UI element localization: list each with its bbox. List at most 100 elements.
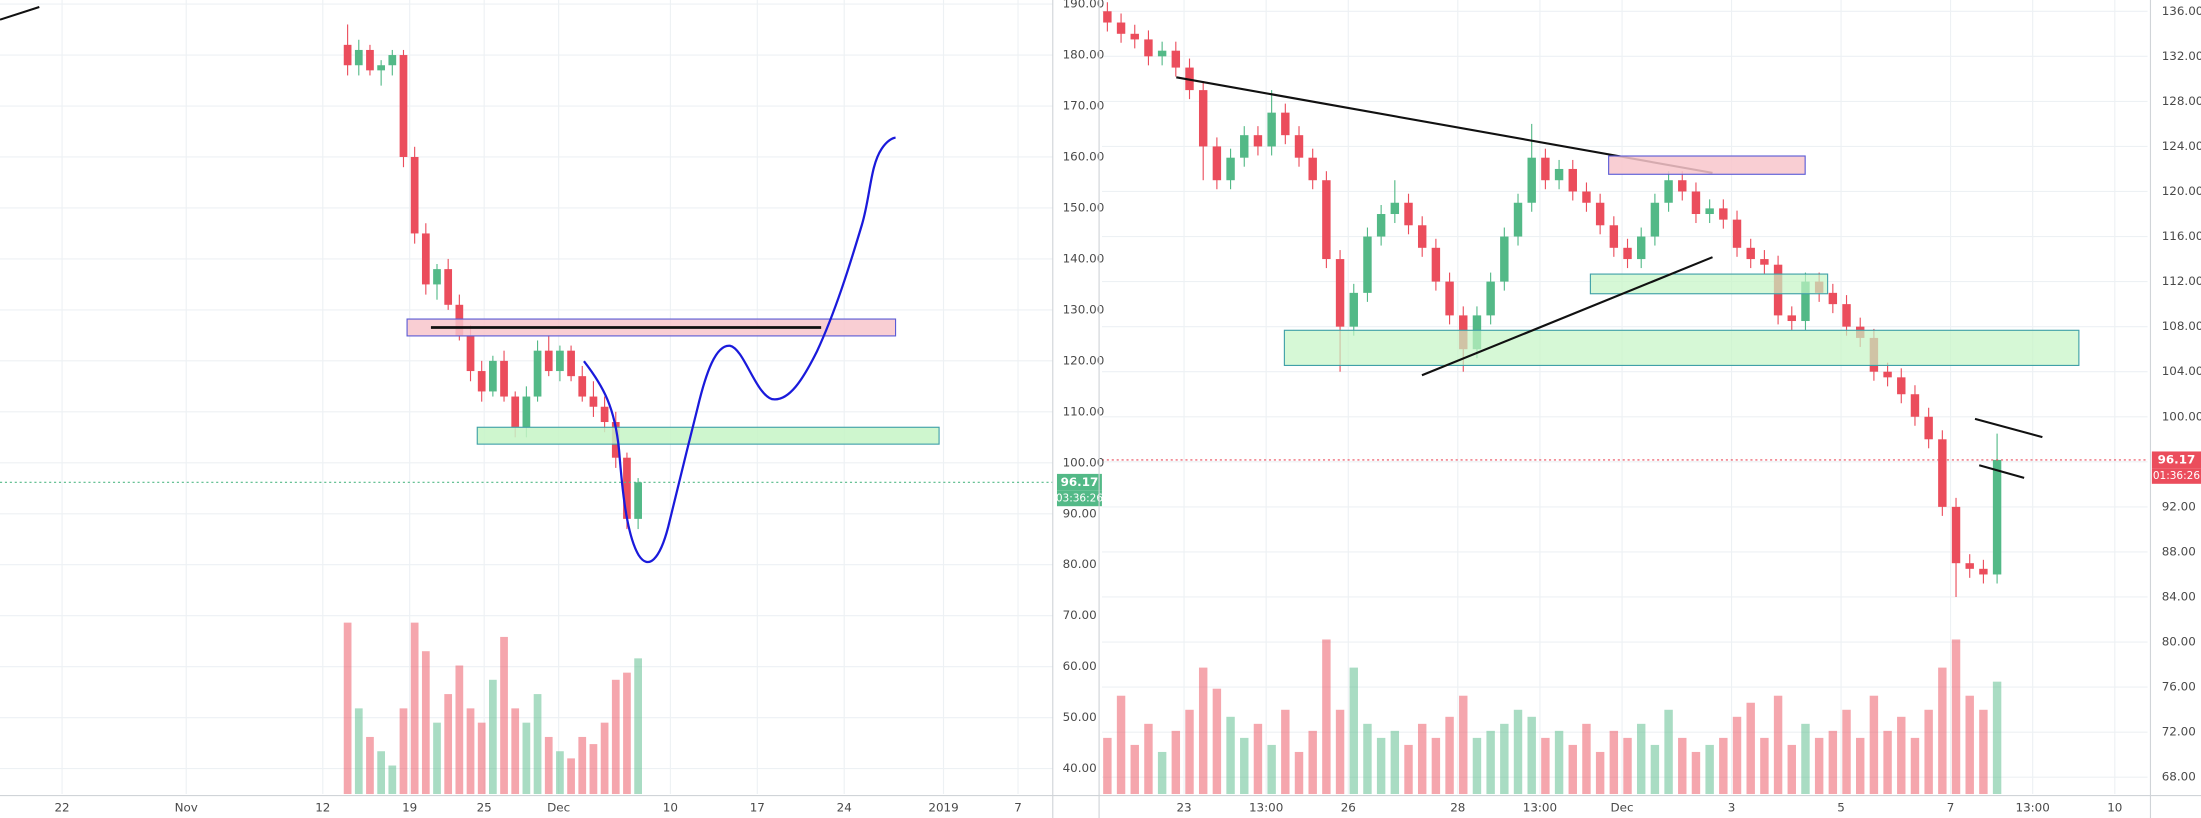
candle-body bbox=[343, 44, 352, 66]
candle-body bbox=[1568, 168, 1577, 192]
candle-body bbox=[489, 360, 497, 392]
volume-bar bbox=[1445, 716, 1454, 795]
volume-bar bbox=[477, 722, 486, 795]
y-tick-label: 160.00 bbox=[1063, 149, 1105, 163]
candle-body bbox=[556, 350, 564, 372]
trend-line bbox=[1974, 417, 2043, 439]
y-tick-label: 92.00 bbox=[2162, 499, 2196, 513]
y-tick-label: 112.00 bbox=[2162, 274, 2201, 288]
volume-bar bbox=[1910, 737, 1920, 795]
volume-bar bbox=[544, 736, 553, 795]
volume-bar bbox=[343, 622, 352, 795]
volume-bar bbox=[1513, 709, 1523, 795]
volume-bar bbox=[556, 751, 564, 795]
volume-bar bbox=[1719, 737, 1728, 795]
y-tick-label: 90.00 bbox=[1063, 506, 1097, 520]
volume-bar bbox=[421, 651, 430, 795]
countdown-box bbox=[2151, 468, 2201, 484]
candle-body bbox=[1897, 377, 1906, 395]
support-zone bbox=[476, 426, 940, 445]
volume-bar bbox=[354, 708, 363, 795]
y-tick-label: 128.00 bbox=[2162, 94, 2201, 108]
candle-body bbox=[1801, 281, 1810, 322]
volume-bar bbox=[589, 744, 598, 795]
volume-bar bbox=[600, 722, 609, 795]
x-tick-label: 26 bbox=[1341, 801, 1356, 815]
candle-body bbox=[1732, 219, 1742, 248]
candle-body bbox=[544, 350, 553, 372]
candle-body bbox=[1500, 236, 1509, 282]
x-tick-label: 19 bbox=[402, 801, 417, 815]
candle-body bbox=[1828, 292, 1838, 305]
trend-line bbox=[1978, 464, 2025, 479]
candle-body bbox=[623, 457, 631, 519]
x-tick-label: 23 bbox=[1176, 801, 1191, 815]
volume-bar bbox=[1322, 639, 1331, 795]
volume-bar bbox=[444, 694, 453, 795]
y-tick-label: 132.00 bbox=[2162, 49, 2201, 63]
volume-bar bbox=[1116, 695, 1126, 795]
volume-bar bbox=[1144, 723, 1153, 795]
candle-body bbox=[1130, 33, 1139, 40]
volume-bar bbox=[1664, 709, 1673, 795]
candle-body bbox=[1240, 135, 1249, 158]
last-price-label: 96.17 bbox=[2158, 452, 2196, 466]
volume-bar bbox=[1746, 702, 1755, 795]
candle-body bbox=[1404, 202, 1413, 226]
x-tick-label: 7 bbox=[1014, 801, 1022, 815]
volume-bar bbox=[1308, 730, 1317, 795]
candle-body bbox=[1951, 506, 1961, 564]
volume-bar bbox=[410, 622, 419, 795]
volume-bar bbox=[466, 708, 475, 795]
candle-body bbox=[1842, 304, 1851, 327]
candle-body bbox=[1992, 459, 2002, 575]
projection-curve bbox=[583, 136, 896, 564]
countdown-label: 03:36:26 bbox=[1056, 492, 1104, 504]
candle-body bbox=[1650, 202, 1660, 237]
y-tick-label: 136.00 bbox=[2162, 4, 2201, 18]
candle-body bbox=[1609, 225, 1619, 248]
volume-bar bbox=[1951, 639, 1961, 795]
y-tick-label: 170.00 bbox=[1063, 99, 1105, 113]
volume-bar bbox=[399, 708, 408, 795]
candle-body bbox=[1883, 371, 1892, 378]
y-tick-label: 60.00 bbox=[1063, 659, 1097, 673]
candle-body bbox=[1965, 563, 1974, 569]
candle-body bbox=[1705, 208, 1714, 215]
x-tick-label: Dec bbox=[547, 801, 570, 815]
y-tick-label: 124.00 bbox=[2162, 139, 2201, 153]
volume-bar bbox=[1185, 709, 1194, 795]
volume-bar bbox=[1376, 737, 1386, 795]
volume-bar bbox=[1281, 709, 1290, 795]
candle-body bbox=[567, 350, 575, 377]
volume-bar bbox=[433, 722, 441, 795]
candle-body bbox=[354, 49, 363, 66]
volume-bar bbox=[1157, 751, 1167, 795]
y-tick-label: 100.00 bbox=[2162, 409, 2201, 423]
volume-bar bbox=[1500, 723, 1509, 795]
candle-body bbox=[1349, 292, 1358, 327]
candle-body bbox=[466, 335, 475, 372]
candle-body bbox=[1417, 225, 1427, 248]
volume-bar bbox=[1541, 737, 1550, 795]
candle-body bbox=[1636, 236, 1646, 260]
volume-bar bbox=[377, 751, 385, 795]
candle-body bbox=[1445, 281, 1454, 316]
candle-body bbox=[511, 396, 520, 428]
volume-bar bbox=[1979, 709, 1988, 795]
volume-bar bbox=[1226, 716, 1235, 795]
volume-bar bbox=[1691, 751, 1701, 795]
candle-body bbox=[1691, 191, 1701, 215]
candle-body bbox=[399, 55, 408, 157]
volume-bar bbox=[1636, 723, 1646, 795]
support-zone bbox=[1283, 329, 2080, 366]
volume-bar bbox=[1801, 723, 1810, 795]
candle-body bbox=[388, 55, 397, 66]
x-tick-label: 13:00 bbox=[1523, 801, 1557, 815]
candle-body bbox=[433, 269, 441, 285]
y-tick-label: 72.00 bbox=[2162, 725, 2196, 739]
x-tick-label: 13:00 bbox=[2016, 801, 2050, 815]
volume-bar bbox=[1732, 716, 1742, 795]
volume-bar bbox=[1527, 716, 1536, 795]
volume-bar bbox=[611, 679, 620, 795]
